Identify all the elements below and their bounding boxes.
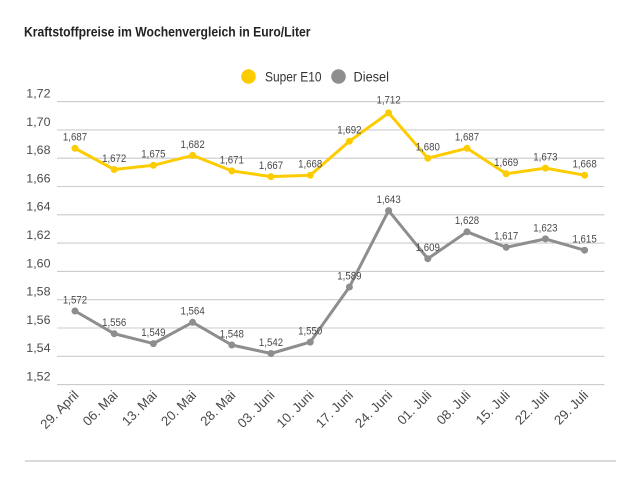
svg-text:Kraftstoffpreise im Wochenverg: Kraftstoffpreise im Wochenvergleich in E… — [24, 24, 311, 40]
svg-text:1,66: 1,66 — [26, 173, 50, 185]
svg-text:1,609: 1,609 — [416, 242, 440, 254]
svg-text:06. Mai: 06. Mai — [80, 387, 121, 428]
svg-text:1,564: 1,564 — [181, 306, 205, 318]
svg-text:1,548: 1,548 — [220, 328, 244, 340]
svg-text:10. Juni: 10. Juni — [274, 387, 317, 430]
svg-text:1,56: 1,56 — [26, 315, 50, 327]
svg-text:1,54: 1,54 — [26, 343, 51, 355]
svg-text:1,675: 1,675 — [141, 149, 165, 161]
svg-text:1,52: 1,52 — [26, 372, 50, 384]
svg-text:13. Mai: 13. Mai — [119, 387, 160, 428]
svg-text:08. Juli: 08. Juli — [433, 387, 473, 427]
svg-text:1,712: 1,712 — [377, 95, 401, 107]
svg-text:1,680: 1,680 — [416, 142, 440, 154]
svg-text:29. Juli: 29. Juli — [551, 387, 591, 427]
svg-text:1,572: 1,572 — [63, 294, 87, 306]
svg-text:1,542: 1,542 — [259, 337, 283, 349]
svg-text:Super E10: Super E10 — [265, 70, 322, 85]
svg-text:Diesel: Diesel — [354, 70, 390, 85]
svg-text:03. Juni: 03. Juni — [234, 387, 277, 430]
svg-text:1,682: 1,682 — [181, 139, 205, 151]
svg-text:1,68: 1,68 — [26, 145, 50, 157]
svg-text:1,62: 1,62 — [26, 230, 50, 242]
svg-text:1,70: 1,70 — [26, 117, 50, 129]
svg-text:29. April: 29. April — [37, 387, 81, 431]
svg-text:1,692: 1,692 — [337, 125, 361, 137]
svg-text:1,72: 1,72 — [26, 89, 50, 101]
svg-text:1,667: 1,667 — [259, 160, 283, 172]
svg-text:1,669: 1,669 — [494, 157, 518, 169]
svg-text:1,615: 1,615 — [573, 234, 597, 246]
svg-text:24. Juni: 24. Juni — [352, 387, 395, 430]
svg-text:1,556: 1,556 — [102, 317, 126, 329]
svg-text:1,550: 1,550 — [298, 326, 322, 338]
svg-text:1,672: 1,672 — [102, 153, 126, 165]
svg-text:1,668: 1,668 — [573, 159, 597, 171]
svg-text:1,549: 1,549 — [141, 327, 165, 339]
svg-text:1,687: 1,687 — [63, 132, 87, 144]
svg-text:1,58: 1,58 — [26, 287, 50, 299]
svg-text:1,617: 1,617 — [494, 231, 518, 243]
svg-text:1,673: 1,673 — [533, 152, 557, 164]
svg-text:1,623: 1,623 — [533, 222, 557, 234]
svg-text:1,589: 1,589 — [337, 270, 361, 282]
svg-text:22. Juli: 22. Juli — [512, 387, 552, 427]
svg-text:1,64: 1,64 — [26, 202, 51, 214]
svg-text:1,60: 1,60 — [26, 258, 50, 270]
svg-text:20. Mai: 20. Mai — [158, 387, 199, 428]
svg-text:15. Juli: 15. Juli — [473, 387, 513, 427]
svg-text:1,643: 1,643 — [377, 194, 401, 206]
svg-text:28. Mai: 28. Mai — [197, 387, 238, 428]
svg-text:1,687: 1,687 — [455, 132, 479, 144]
svg-text:1,668: 1,668 — [298, 159, 322, 171]
svg-text:1,628: 1,628 — [455, 215, 479, 227]
svg-text:1,671: 1,671 — [220, 154, 244, 166]
svg-text:17. Juni: 17. Juni — [313, 387, 356, 430]
svg-text:01. Juli: 01. Juli — [394, 387, 434, 427]
